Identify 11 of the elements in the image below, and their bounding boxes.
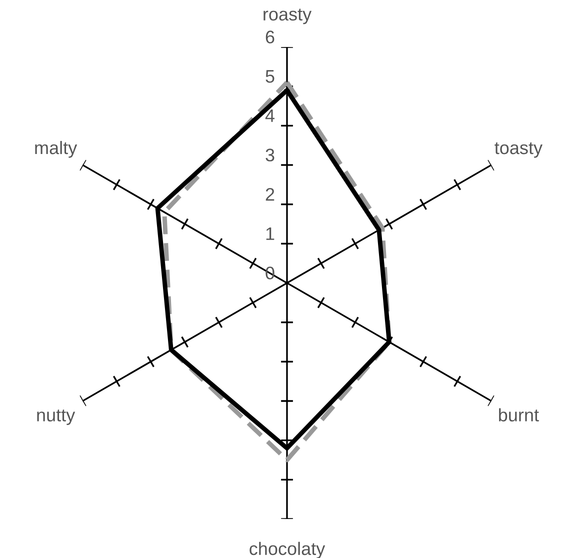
y-tick-label: 1 bbox=[266, 228, 274, 240]
spoke-label: malty bbox=[35, 140, 78, 158]
spoke-label: toasty bbox=[494, 142, 542, 158]
spoke-label: nutty bbox=[37, 410, 76, 426]
y-tick-label: 6 bbox=[266, 30, 274, 44]
y-tick-label: 4 bbox=[265, 110, 274, 122]
y-tick-label: 2 bbox=[266, 188, 274, 201]
spoke-label: roasty bbox=[264, 8, 312, 24]
y-tick-label: 5 bbox=[266, 70, 274, 83]
spoke-label: burnt bbox=[499, 408, 539, 422]
y-tick-label: 3 bbox=[266, 148, 274, 162]
